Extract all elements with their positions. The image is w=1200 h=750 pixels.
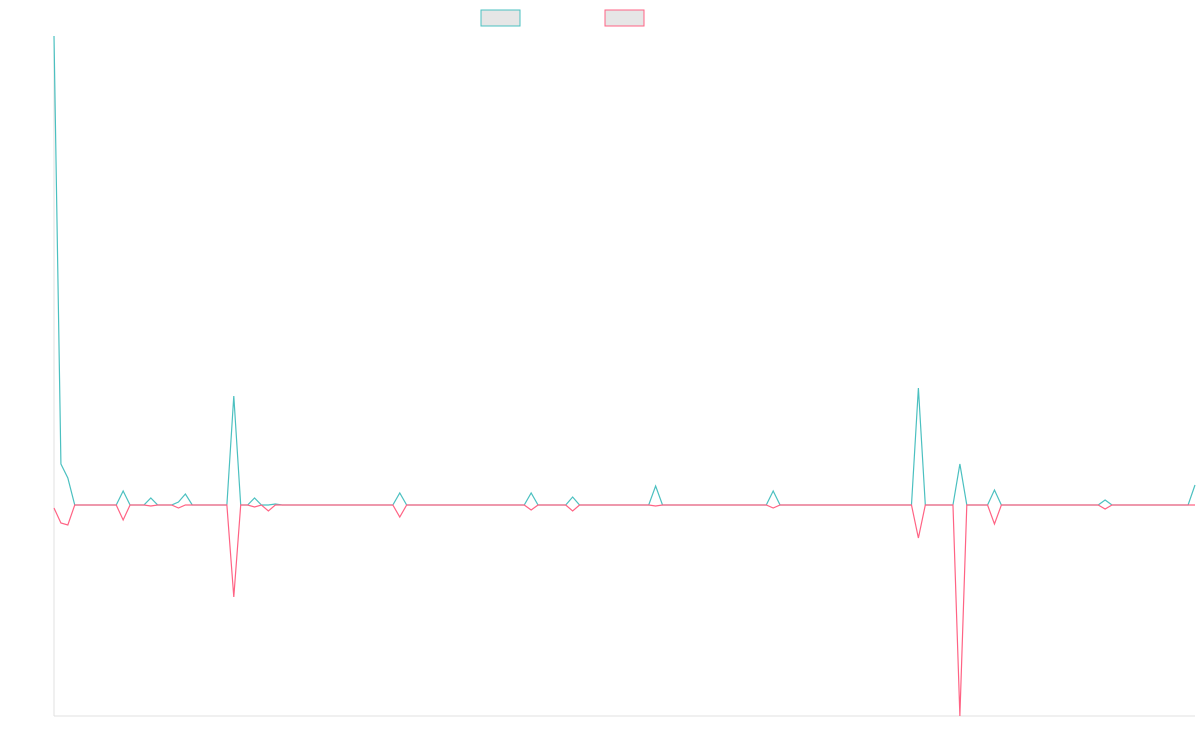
legend-swatch xyxy=(480,9,521,27)
legend-swatch xyxy=(604,9,645,27)
series-line xyxy=(53,504,1195,717)
series-line xyxy=(53,35,1196,506)
